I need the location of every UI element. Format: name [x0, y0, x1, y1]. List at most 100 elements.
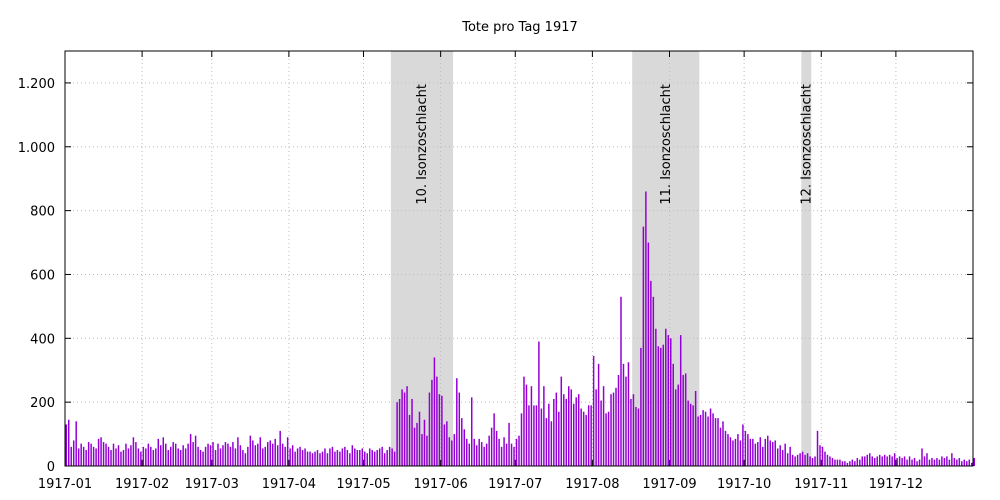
bar: [125, 443, 127, 466]
bar: [625, 376, 627, 466]
bar: [670, 338, 672, 466]
bar: [366, 453, 368, 466]
bar: [548, 403, 550, 466]
bar: [530, 386, 533, 466]
bar: [742, 424, 744, 466]
bar: [217, 443, 219, 466]
bar: [883, 454, 886, 466]
bar: [95, 448, 97, 466]
bar: [378, 448, 381, 466]
bar: [150, 446, 152, 466]
bar: [391, 448, 393, 466]
bar: [709, 408, 712, 466]
bar: [373, 451, 376, 466]
bar: [179, 450, 182, 466]
bar: [398, 398, 401, 466]
x-tick-label: 1917-10: [717, 477, 771, 492]
bar: [301, 450, 304, 466]
bar: [712, 413, 714, 466]
bar: [336, 450, 339, 466]
bar: [525, 384, 528, 466]
bar: [393, 451, 396, 466]
bar: [764, 438, 767, 466]
bar: [247, 446, 249, 466]
bar: [331, 446, 334, 466]
bar: [597, 363, 600, 466]
bar: [100, 437, 102, 466]
bar: [266, 442, 269, 466]
bar: [871, 456, 873, 466]
bar: [488, 435, 490, 466]
bar: [672, 363, 674, 466]
bar: [406, 386, 408, 466]
bar: [829, 456, 831, 466]
bar: [921, 448, 923, 466]
bar: [568, 386, 570, 466]
bar: [814, 456, 816, 466]
bar: [189, 434, 192, 466]
bar: [846, 462, 849, 466]
bar: [565, 398, 568, 466]
bar: [762, 446, 764, 466]
bar: [523, 376, 525, 466]
bar: [192, 442, 194, 466]
bar: [732, 440, 734, 466]
bar: [485, 443, 488, 466]
bar: [500, 446, 503, 466]
bar: [495, 430, 498, 466]
bar: [971, 462, 973, 466]
bar: [184, 448, 187, 466]
bar: [714, 418, 717, 466]
bar: [722, 421, 724, 466]
bar: [679, 335, 682, 466]
bar: [784, 443, 786, 466]
bar: [351, 445, 354, 466]
bar: [466, 438, 468, 466]
bar: [286, 437, 289, 466]
bar: [873, 458, 876, 466]
bar: [227, 443, 229, 466]
bar: [224, 442, 227, 466]
bar: [426, 435, 428, 466]
bar: [881, 456, 883, 466]
bar: [329, 448, 331, 466]
bar: [876, 456, 878, 466]
bar: [647, 242, 650, 466]
bar: [281, 443, 284, 466]
bar: [809, 456, 811, 466]
bar: [590, 405, 592, 466]
bar: [403, 392, 406, 466]
bar: [356, 450, 359, 466]
bar: [510, 443, 513, 466]
bar: [560, 376, 563, 466]
bar: [961, 461, 963, 466]
bar: [155, 448, 157, 466]
x-tick-label: 1917-09: [642, 477, 696, 492]
bar: [642, 226, 645, 466]
bar: [316, 450, 319, 466]
bar: [508, 422, 510, 466]
bar: [274, 438, 276, 466]
bar: [222, 445, 224, 466]
bar: [137, 448, 140, 466]
bar: [110, 450, 112, 466]
bar: [767, 435, 769, 466]
bar: [923, 456, 926, 466]
bar: [252, 440, 254, 466]
bar: [759, 437, 762, 466]
bar: [237, 437, 239, 466]
bar: [620, 296, 622, 466]
bar: [446, 421, 448, 466]
bar: [276, 445, 279, 466]
bar: [617, 375, 620, 466]
bar: [819, 445, 821, 466]
bar: [473, 438, 475, 466]
bar: [687, 400, 689, 466]
plot-frame: [64, 50, 974, 467]
bar: [774, 440, 776, 466]
bar: [65, 424, 67, 466]
bar: [545, 418, 548, 466]
bar: [781, 450, 784, 466]
bar: [630, 398, 632, 466]
bar: [734, 438, 737, 466]
